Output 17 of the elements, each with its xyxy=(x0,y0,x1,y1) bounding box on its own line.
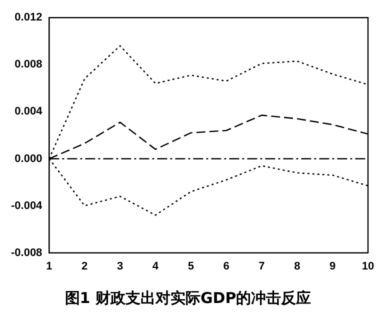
x-tick-label: 7 xyxy=(258,260,265,272)
x-tick-label: 2 xyxy=(82,260,88,272)
y-tick-label: 0.008 xyxy=(14,58,42,71)
x-tick-label: 4 xyxy=(152,260,160,272)
x-tick-label: 9 xyxy=(330,260,336,272)
x-tick-label: 10 xyxy=(362,260,374,272)
y-tick-label: -0.008 xyxy=(10,246,42,259)
x-tick-label: 5 xyxy=(188,260,194,272)
text: 图1 财政支出对实际GDP的冲击反应 xyxy=(64,288,312,307)
y-tick-label: 0.000 xyxy=(14,152,42,165)
x-tick-label: 6 xyxy=(223,260,230,272)
y-tick-label: -0.004 xyxy=(10,200,44,212)
y-tick-label: 0.004 xyxy=(14,106,44,118)
x-tick-label: 1 xyxy=(46,260,52,272)
x-tick-label: 3 xyxy=(116,260,124,272)
x-tick-label: 8 xyxy=(294,260,300,272)
y-tick-label: 0.012 xyxy=(14,12,42,24)
